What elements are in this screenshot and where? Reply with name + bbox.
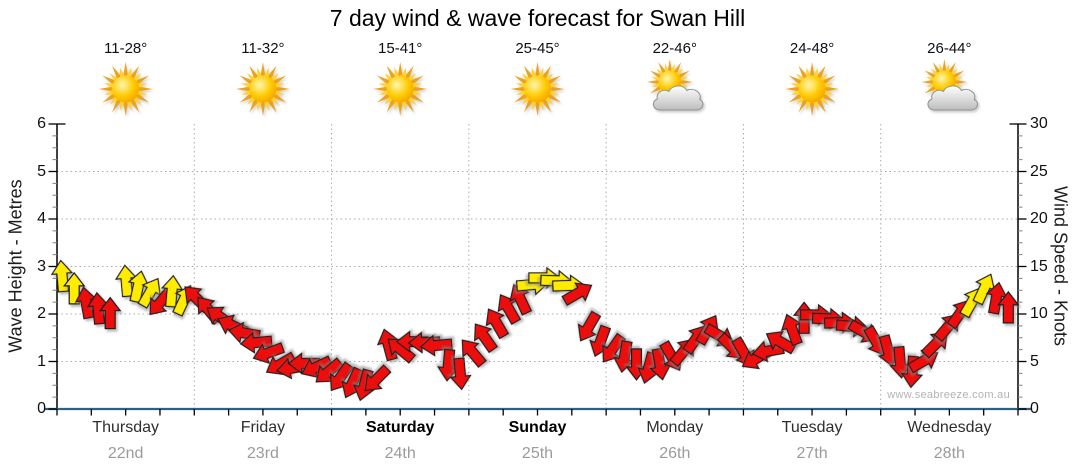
wind-axis-tick-label: 15: [1030, 257, 1048, 275]
wind-arrow: [765, 330, 797, 355]
sunny-icon: [98, 62, 153, 116]
cloud-shape: [652, 85, 704, 111]
day-date-label: 25th: [521, 445, 554, 462]
temperature-label: 15-41°: [378, 40, 423, 57]
day-date-label: 24th: [384, 445, 416, 462]
wind-arrow: [485, 308, 510, 340]
day-date-label: 22nd: [107, 445, 144, 462]
partly-cloudy-icon: [646, 59, 704, 111]
wind-arrow: [602, 332, 627, 363]
temperature-label: 11-28°: [104, 40, 148, 57]
day-date-label: 28th: [933, 445, 965, 462]
wave-axis-tick-label: 6: [37, 115, 46, 132]
temperature-label: 24-48°: [789, 40, 835, 57]
wind-arrow: [364, 364, 392, 392]
wind-axis-tick-label: 10: [1030, 305, 1048, 322]
day-name-label: Tuesday: [781, 419, 843, 436]
temperature-label: 22-46°: [652, 40, 697, 57]
wind-arrow: [449, 357, 472, 391]
wind-axis-tick-label: 20: [1030, 210, 1048, 227]
day-name-label: Friday: [240, 419, 286, 436]
temperature-label: 25-45°: [515, 40, 560, 57]
temperature-label: 26-44°: [927, 40, 972, 57]
wave-axis-tick-label: 3: [37, 257, 46, 275]
day-date-label: 23rd: [246, 445, 279, 462]
partly-cloudy-icon: [921, 59, 979, 111]
wind-arrow: [252, 342, 286, 365]
day-name-label: Thursday: [92, 419, 159, 436]
day-name-label: Wednesday: [907, 419, 992, 436]
day-name-label: Monday: [646, 419, 704, 436]
wave-axis-tick-label: 1: [37, 352, 46, 370]
day-date-label: 27th: [796, 445, 828, 462]
wind-arrow: [577, 310, 602, 342]
wind-arrow: [561, 282, 593, 306]
wind-axis-tick-label: 0: [1030, 400, 1039, 417]
wind-arrow: [997, 290, 1020, 324]
wind-arrow: [419, 334, 453, 357]
wind-arrow: [239, 331, 273, 354]
wind-arrow: [497, 294, 522, 326]
sunny-icon: [510, 62, 565, 116]
chart-title: 7 day wind & wave forecast for Swan Hill: [329, 5, 746, 31]
wind-arrow: [461, 339, 487, 368]
wind-axis-tick-label: 25: [1030, 162, 1048, 180]
wave-axis-tick-label: 0: [37, 400, 46, 417]
wind-axis-tick-label: 30: [1030, 115, 1048, 132]
sunny-icon: [373, 62, 428, 116]
wind-arrow: [509, 283, 533, 316]
cloud-shape: [927, 85, 979, 111]
wind-arrow: [137, 277, 161, 309]
wave-axis-tick-label: 4: [37, 210, 46, 227]
wave-axis-tick-label: 5: [37, 162, 46, 180]
day-name-label: Saturday: [365, 419, 435, 436]
wind-arrow: [98, 296, 122, 330]
sunny-icon: [785, 62, 840, 116]
wind-arrow-series: [50, 259, 1020, 402]
temperature-label: 11-32°: [241, 40, 285, 57]
day-date-label: 26th: [659, 445, 691, 462]
sunny-icon: [235, 62, 290, 116]
day-name-label: Sunday: [508, 419, 567, 436]
wind-arrow: [474, 323, 499, 354]
watermark: www.seabreeze.com.au: [887, 389, 1010, 401]
wind-arrow: [160, 274, 184, 308]
wind-axis-tick-label: 5: [1030, 352, 1039, 370]
wave-axis-tick-label: 2: [37, 305, 46, 322]
